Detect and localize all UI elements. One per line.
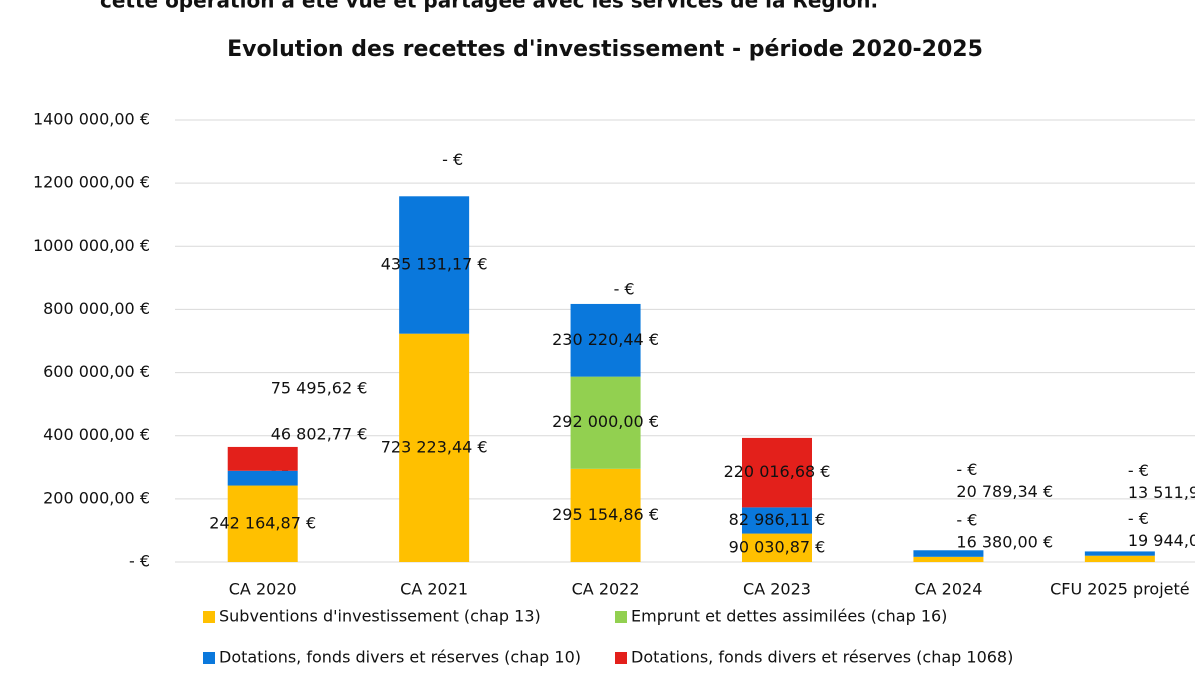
bar-segment xyxy=(570,376,641,469)
data-label: 242 164,87 € xyxy=(209,513,316,532)
data-label: 20 789,34 € xyxy=(956,482,1053,501)
bar-segment xyxy=(1084,555,1155,562)
x-tick-label: CFU 2025 projeté xyxy=(1050,580,1190,599)
y-tick-label: 800 000,00 € xyxy=(43,299,150,318)
data-label: 723 223,44 € xyxy=(381,437,488,456)
x-tick-label: CA 2024 xyxy=(914,580,982,599)
data-label: 435 131,17 € xyxy=(381,254,488,273)
y-tick-label: 400 000,00 € xyxy=(43,425,150,444)
data-label: 75 495,62 € xyxy=(271,378,368,397)
legend-swatch xyxy=(203,652,215,664)
y-tick-label: 1200 000,00 € xyxy=(33,173,150,192)
data-label: 82 986,11 € xyxy=(729,510,826,529)
bar-segment xyxy=(570,303,641,377)
legend-label: Emprunt et dettes assimilées (chap 16) xyxy=(631,607,947,626)
data-label: 230 220,44 € xyxy=(552,330,659,349)
y-tick-label: - € xyxy=(129,552,150,571)
bar-segment xyxy=(227,470,298,486)
bar-segment xyxy=(570,468,641,562)
x-tick-label: CA 2021 xyxy=(400,580,468,599)
legend-swatch xyxy=(615,611,627,623)
bar-segment xyxy=(399,333,470,562)
y-tick-label: 200 000,00 € xyxy=(43,488,150,507)
data-label: 46 802,77 € xyxy=(271,424,368,443)
data-label: 19 944,00 € xyxy=(1128,531,1195,550)
legend-swatch xyxy=(203,611,215,623)
y-tick-label: 1000 000,00 € xyxy=(33,236,150,255)
data-label: 90 030,87 € xyxy=(729,537,826,556)
header-text: cette opération a été vue et partagée av… xyxy=(100,0,878,13)
legend-label: Dotations, fonds divers et réserves (cha… xyxy=(631,648,1013,667)
data-label: - € xyxy=(1128,509,1149,528)
data-label: 292 000,00 € xyxy=(552,412,659,431)
bar-segment xyxy=(1084,551,1155,556)
y-tick-label: 1400 000,00 € xyxy=(33,110,150,129)
bar-segment xyxy=(742,437,812,508)
x-tick-label: CA 2020 xyxy=(229,580,297,599)
bar-segment xyxy=(913,550,984,557)
x-tick-label: CA 2022 xyxy=(572,580,640,599)
chart-title: Evolution des recettes d'investissement … xyxy=(227,37,983,62)
legend-label: Subventions d'investissement (chap 13) xyxy=(219,607,541,626)
data-label: 16 380,00 € xyxy=(956,532,1053,551)
data-label: - € xyxy=(614,279,635,298)
y-tick-label: 600 000,00 € xyxy=(43,362,150,381)
bar-segment xyxy=(913,556,984,562)
data-label: - € xyxy=(956,510,977,529)
bar-segment xyxy=(227,485,298,562)
legend-swatch xyxy=(615,652,627,664)
data-label: - € xyxy=(1128,461,1149,480)
legend-label: Dotations, fonds divers et réserves (cha… xyxy=(219,648,581,667)
data-label: - € xyxy=(956,460,977,479)
x-tick-label: CA 2023 xyxy=(743,580,811,599)
data-label: 13 511,94 € xyxy=(1128,483,1195,502)
bar-segment xyxy=(742,533,812,562)
bar-segment xyxy=(227,446,298,471)
data-label: 220 016,68 € xyxy=(724,462,831,481)
bar-segment xyxy=(742,507,812,534)
bar-segment xyxy=(399,196,470,334)
data-label: - € xyxy=(442,150,463,169)
data-label: 295 154,86 € xyxy=(552,505,659,524)
